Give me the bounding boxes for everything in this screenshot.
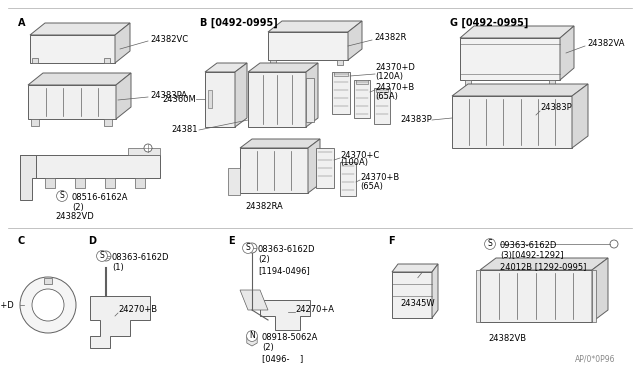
Text: A: A: [18, 18, 26, 28]
Polygon shape: [452, 96, 572, 148]
Polygon shape: [20, 155, 36, 200]
Polygon shape: [240, 290, 268, 310]
Text: AP/0*0P96: AP/0*0P96: [575, 355, 616, 364]
Polygon shape: [268, 21, 362, 32]
Polygon shape: [340, 162, 356, 196]
Polygon shape: [306, 78, 314, 122]
Text: 08918-5062A
(2)
[0496-    ]: 08918-5062A (2) [0496- ]: [262, 333, 318, 363]
Polygon shape: [228, 168, 240, 195]
Polygon shape: [560, 26, 574, 80]
Polygon shape: [376, 88, 388, 92]
Text: (120A): (120A): [375, 71, 403, 80]
Polygon shape: [116, 73, 131, 119]
Polygon shape: [128, 148, 160, 155]
Polygon shape: [572, 84, 588, 148]
Polygon shape: [31, 119, 39, 126]
Text: 24382VB: 24382VB: [488, 334, 526, 343]
Polygon shape: [374, 88, 390, 124]
Polygon shape: [480, 270, 592, 322]
Polygon shape: [115, 23, 130, 63]
Text: 24345W: 24345W: [400, 298, 435, 308]
Polygon shape: [240, 139, 320, 148]
Polygon shape: [270, 60, 276, 65]
Polygon shape: [104, 119, 112, 126]
Polygon shape: [452, 84, 588, 96]
Text: 24270+D: 24270+D: [0, 301, 14, 310]
Text: 24383P: 24383P: [400, 115, 432, 125]
Polygon shape: [308, 139, 320, 193]
Text: 24382VC: 24382VC: [150, 35, 188, 44]
Text: (100A): (100A): [340, 158, 368, 167]
Text: E: E: [228, 236, 235, 246]
Polygon shape: [260, 300, 310, 330]
Polygon shape: [45, 178, 55, 188]
Polygon shape: [235, 63, 247, 127]
Polygon shape: [460, 38, 560, 80]
Polygon shape: [75, 178, 85, 188]
Polygon shape: [205, 72, 235, 127]
Polygon shape: [32, 58, 38, 63]
Polygon shape: [592, 258, 608, 322]
Polygon shape: [354, 80, 370, 118]
Text: 09363-6162D
(3)[0492-1292]
24012B [1292-0995]: 09363-6162D (3)[0492-1292] 24012B [1292-…: [500, 241, 586, 271]
Text: 24382RA: 24382RA: [245, 202, 283, 211]
Text: S: S: [60, 192, 65, 201]
Polygon shape: [337, 60, 343, 65]
Polygon shape: [592, 270, 596, 322]
Text: 24270+B: 24270+B: [118, 305, 157, 314]
Text: 24383P: 24383P: [540, 103, 572, 112]
Polygon shape: [334, 72, 348, 76]
Polygon shape: [208, 90, 212, 108]
Polygon shape: [480, 258, 608, 270]
Polygon shape: [44, 278, 52, 284]
Polygon shape: [28, 73, 131, 85]
Polygon shape: [306, 63, 318, 127]
Text: S: S: [100, 251, 104, 260]
Polygon shape: [248, 72, 306, 127]
Text: 24370+B: 24370+B: [375, 83, 414, 93]
Polygon shape: [316, 148, 334, 188]
Text: 24270+A: 24270+A: [295, 305, 334, 314]
Text: (65A): (65A): [375, 92, 398, 100]
Polygon shape: [104, 58, 110, 63]
Text: 08363-6162D
(1): 08363-6162D (1): [112, 253, 170, 272]
Polygon shape: [460, 26, 574, 38]
Circle shape: [247, 243, 257, 253]
Text: F: F: [388, 236, 395, 246]
Text: C: C: [18, 236, 25, 246]
Text: 24370+D: 24370+D: [375, 64, 415, 73]
Text: 24370+B: 24370+B: [360, 173, 399, 183]
Polygon shape: [90, 296, 150, 348]
Text: (65A): (65A): [360, 182, 383, 190]
Circle shape: [32, 289, 64, 321]
Text: 24370+C: 24370+C: [340, 151, 380, 160]
Polygon shape: [240, 148, 308, 193]
Polygon shape: [30, 35, 115, 63]
Text: 24382VA: 24382VA: [587, 39, 625, 48]
Polygon shape: [392, 272, 432, 318]
Text: G [0492-0995]: G [0492-0995]: [450, 18, 529, 28]
Circle shape: [101, 251, 111, 261]
Polygon shape: [549, 80, 555, 86]
Circle shape: [20, 277, 76, 333]
Circle shape: [610, 240, 618, 248]
Text: D: D: [88, 236, 96, 246]
Polygon shape: [30, 23, 130, 35]
Polygon shape: [392, 264, 438, 272]
Polygon shape: [105, 178, 115, 188]
Polygon shape: [268, 32, 348, 60]
Polygon shape: [476, 270, 480, 322]
Text: N: N: [249, 331, 255, 340]
Text: S: S: [488, 240, 492, 248]
Polygon shape: [135, 178, 145, 188]
Text: 08363-6162D
(2)
[1194-0496]: 08363-6162D (2) [1194-0496]: [258, 245, 316, 275]
Text: 24382R: 24382R: [374, 33, 406, 42]
Text: 24382VD: 24382VD: [55, 212, 93, 221]
Polygon shape: [348, 21, 362, 60]
Polygon shape: [20, 155, 160, 178]
Polygon shape: [248, 63, 318, 72]
Text: 24383PA: 24383PA: [150, 90, 187, 99]
Text: 24360M: 24360M: [163, 94, 196, 103]
Polygon shape: [205, 63, 247, 72]
Polygon shape: [28, 85, 116, 119]
